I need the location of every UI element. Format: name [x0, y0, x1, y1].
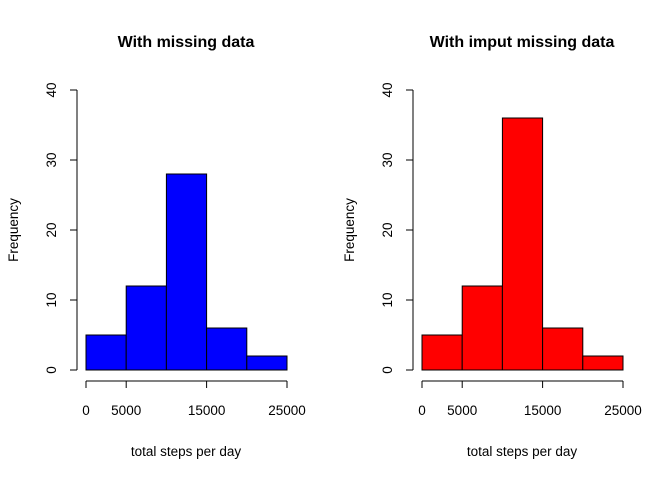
histogram-bar [542, 327, 584, 371]
x-axis-label: total steps per day [467, 444, 578, 459]
chart-title: With imput missing data [430, 34, 615, 51]
y-tick-label: 0 [44, 366, 59, 374]
y-tick-label: 30 [380, 152, 395, 167]
y-tick-label: 40 [380, 82, 395, 97]
y-tick-label: 10 [380, 292, 395, 307]
histogram-bar [501, 117, 544, 371]
x-tick-label: 15000 [188, 403, 226, 418]
histogram-bar [206, 327, 248, 371]
x-tick-label: 0 [82, 403, 90, 418]
histogram-bar [165, 173, 208, 371]
histogram-bar [125, 285, 167, 371]
y-tick-label: 20 [380, 222, 395, 237]
y-tick-label: 40 [44, 82, 59, 97]
histogram-bar [582, 355, 624, 371]
y-axis-label: Frequency [342, 198, 357, 262]
y-tick-label: 20 [44, 222, 59, 237]
y-tick-label: 30 [44, 152, 59, 167]
histogram-bar [85, 334, 127, 371]
histogram-bar [461, 285, 503, 371]
x-tick-label: 25000 [268, 403, 306, 418]
y-tick-label: 0 [380, 366, 395, 374]
chart-title: With missing data [118, 34, 255, 51]
x-tick-label: 15000 [524, 403, 562, 418]
histogram-panel-missing: With missing data total steps per day Fr… [6, 34, 306, 459]
histogram-bar [421, 334, 463, 371]
x-tick-label: 5000 [111, 403, 141, 418]
histogram-bar [246, 355, 288, 371]
y-tick-label: 10 [44, 292, 59, 307]
y-axis-label: Frequency [6, 198, 21, 262]
x-axis-label: total steps per day [131, 444, 242, 459]
histogram-panel-imputed: With imput missing data total steps per … [342, 34, 642, 459]
x-tick-label: 5000 [447, 403, 477, 418]
x-tick-label: 25000 [604, 403, 642, 418]
x-tick-label: 0 [418, 403, 426, 418]
